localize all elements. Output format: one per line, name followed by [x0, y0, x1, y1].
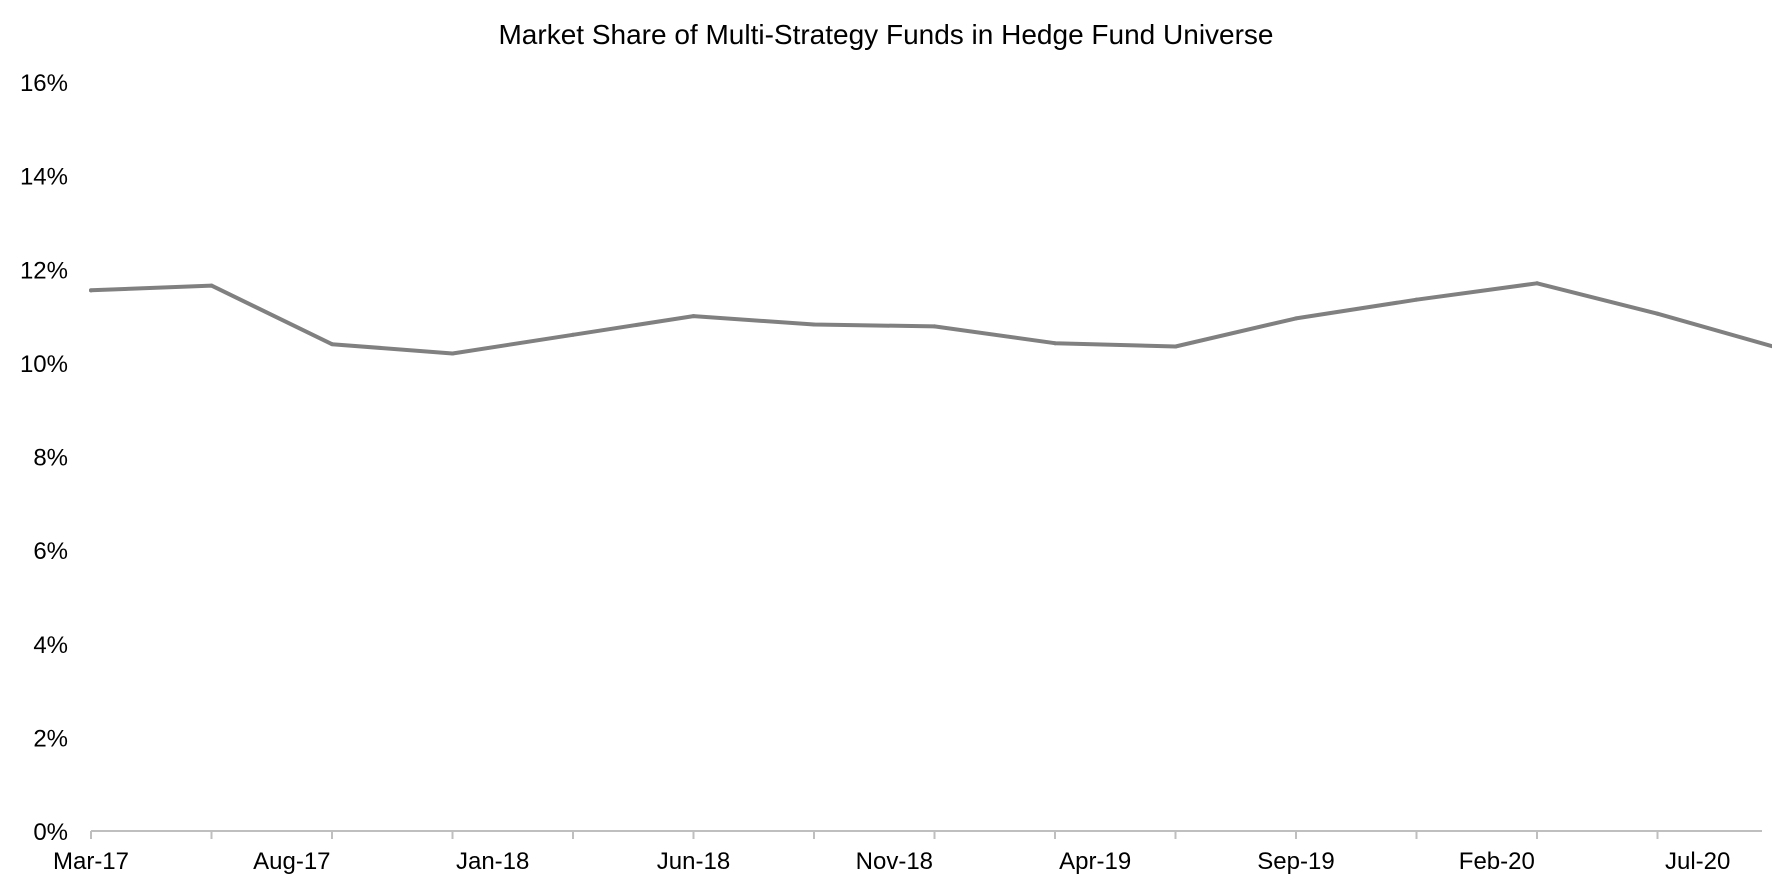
data-point — [1173, 344, 1178, 349]
data-point — [1535, 281, 1539, 286]
y-tick-label: 10% — [20, 351, 68, 378]
y-tick-label: 6% — [33, 538, 68, 565]
x-tick-label: Sep-19 — [1257, 848, 1334, 875]
y-axis-labels: 0% 2% 4% 6% 8% 10% 12% 14% 16% — [20, 70, 68, 846]
x-tick-label: Jun-18 — [657, 848, 730, 875]
x-tick-label: Jan-18 — [456, 848, 529, 875]
x-tick-label: Aug-17 — [253, 848, 330, 875]
data-point — [450, 351, 455, 356]
x-tick-label: Feb-20 — [1459, 848, 1535, 875]
y-tick-label: 16% — [20, 70, 68, 97]
x-axis: Mar-17 Aug-17 Jan-18 Jun-18 Nov-18 Apr-19 Sep-… — [53, 830, 1762, 875]
x-tick-label: Mar-17 — [53, 848, 129, 875]
series-layer — [89, 281, 1772, 356]
data-point — [209, 283, 214, 288]
y-tick-label: 14% — [20, 164, 68, 191]
x-tick-label: Jul-20 — [1665, 848, 1730, 875]
data-point — [1294, 316, 1298, 321]
y-tick-label: 12% — [20, 257, 68, 284]
data-point — [571, 332, 575, 337]
chart-title: Market Share of Multi-Strategy Funds in … — [498, 19, 1273, 50]
y-tick-label: 8% — [33, 445, 68, 472]
data-point — [330, 342, 334, 347]
y-tick-label: 0% — [33, 819, 68, 846]
data-point — [932, 324, 937, 329]
data-point — [89, 288, 93, 293]
x-tick-label: Nov-18 — [856, 848, 933, 875]
y-tick-label: 2% — [33, 725, 68, 752]
data-point — [1414, 297, 1419, 302]
data-point — [691, 314, 696, 319]
x-tick-label: Apr-19 — [1059, 848, 1131, 875]
series-line — [89, 281, 1772, 356]
data-point — [1655, 311, 1660, 316]
y-tick-label: 4% — [33, 632, 68, 659]
data-point — [1053, 341, 1057, 346]
data-point — [812, 322, 816, 327]
